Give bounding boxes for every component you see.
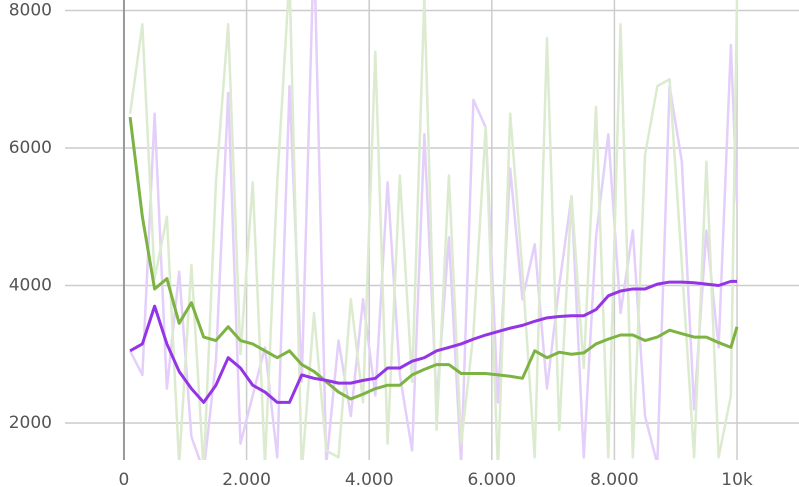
x-tick-label: 10k xyxy=(721,470,753,487)
y-tick-label: 2000 xyxy=(9,413,52,433)
x-tick-label: 2.000 xyxy=(222,470,271,487)
plot-area xyxy=(128,0,739,460)
tick-labels: 2000 4000 6000 8000 0 2.000 4.000 6.000 8.000 10k xyxy=(9,1,753,487)
x-tick-label: 8.000 xyxy=(590,470,639,487)
x-tick-label: 0 xyxy=(119,470,130,487)
series-line xyxy=(128,0,739,460)
x-tick-label: 4.000 xyxy=(345,470,394,487)
y-tick-label: 4000 xyxy=(9,276,52,296)
series-line xyxy=(128,116,739,401)
series-line xyxy=(128,0,739,460)
series-line xyxy=(129,279,738,404)
y-tick-label: 8000 xyxy=(9,1,52,21)
y-tick-label: 6000 xyxy=(9,138,52,158)
x-tick-label: 6.000 xyxy=(467,470,516,487)
